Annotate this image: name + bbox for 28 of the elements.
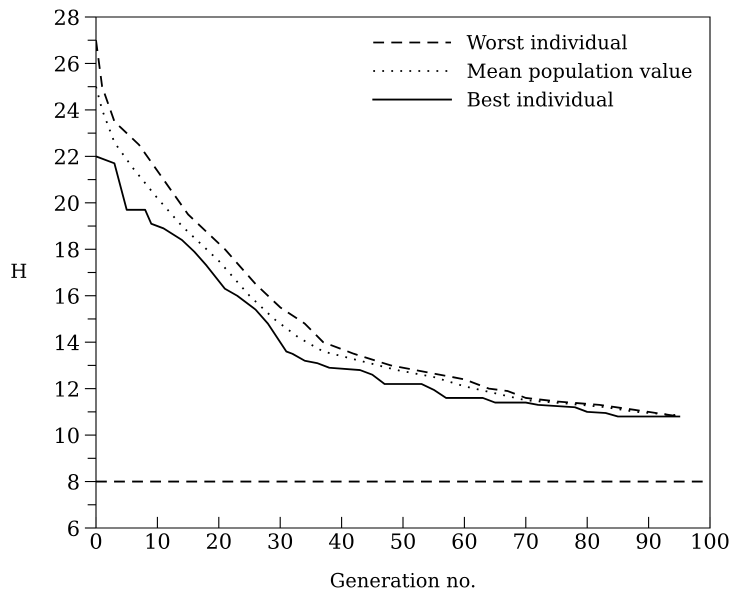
y-tick-label: 12: [56, 381, 78, 397]
x-tick-label: 10: [146, 533, 170, 549]
x-tick-label: 30: [268, 533, 292, 549]
x-tick-label: 60: [452, 533, 476, 549]
y-tick-label: 18: [56, 242, 79, 258]
x-tick-label: 80: [575, 533, 600, 549]
y-tick-label: 14: [56, 334, 79, 350]
y-axis-title: H: [11, 264, 26, 278]
x-tick-label: 70: [514, 533, 538, 549]
y-tick-label: 22: [54, 148, 78, 164]
x-tick-label: 20: [206, 533, 231, 549]
x-tick-label: 90: [636, 533, 660, 549]
y-tick-label: 16: [56, 288, 79, 304]
y-tick-label: 26: [54, 56, 79, 72]
x-tick-label: 100: [692, 533, 728, 549]
legend-label: Mean population value: [468, 63, 692, 82]
x-tick-label: 50: [392, 533, 415, 549]
legend-label: Worst individual: [466, 34, 628, 50]
x-tick-label: 40: [328, 533, 354, 549]
x-axis-title: Generation no.: [330, 572, 474, 588]
y-tick-label: 6: [68, 520, 79, 536]
y-tick-label: 8: [68, 474, 79, 490]
y-tick-label: 20: [54, 195, 79, 212]
legend-label: Best individual: [468, 92, 614, 107]
y-tick-label: 10: [56, 428, 79, 444]
y-tick-label: 28: [54, 9, 79, 26]
y-tick-label: 24: [54, 102, 79, 118]
x-tick-label: 0: [90, 533, 102, 549]
